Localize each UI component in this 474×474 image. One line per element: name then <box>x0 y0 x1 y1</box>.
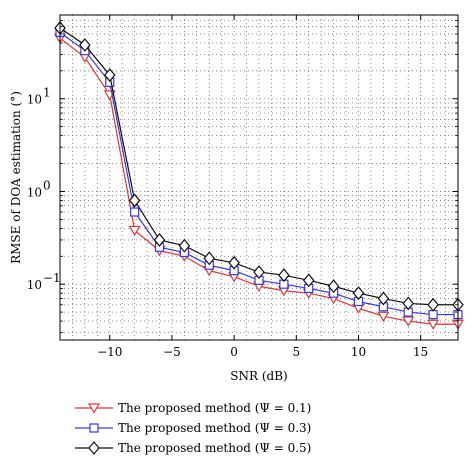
legend-item: The proposed method (Ψ = 0.1) <box>75 401 311 415</box>
data-point <box>278 268 290 283</box>
plot-frame <box>59 14 459 341</box>
data-point <box>377 311 390 323</box>
y-tick-exponent: 1 <box>43 86 51 100</box>
legend-label: The proposed method (Ψ = 0.1) <box>118 401 311 415</box>
data-point <box>253 265 265 280</box>
legend-marker <box>87 403 101 414</box>
y-tick-label: 10 <box>27 185 42 199</box>
x-tick-label: 15 <box>413 345 428 359</box>
data-point <box>402 316 415 327</box>
legend-marker <box>89 423 99 433</box>
x-tick-label: −5 <box>163 345 181 359</box>
data-point <box>228 255 240 270</box>
legend-item: The proposed method (Ψ = 0.5) <box>75 441 311 455</box>
data-point <box>402 296 415 311</box>
data-point <box>377 291 390 306</box>
data-point <box>79 38 91 52</box>
data-point <box>352 286 365 301</box>
x-tick-label: 10 <box>351 345 366 359</box>
legend: The proposed method (Ψ = 0.1) The propose… <box>75 401 311 455</box>
x-tick-label: −10 <box>97 345 122 359</box>
legend-label: The proposed method (Ψ = 0.3) <box>118 421 311 435</box>
legend-item: The proposed method (Ψ = 0.3) <box>75 421 311 435</box>
series-3 <box>54 21 464 312</box>
y-tick-label: 10 <box>27 93 42 107</box>
data-point <box>427 319 440 330</box>
data-point <box>178 238 191 253</box>
data-point <box>128 225 141 237</box>
y-axis-label: RMSE of DOA estimation (°) <box>9 91 23 264</box>
x-tick-label: 0 <box>230 345 238 359</box>
x-tick-label: 5 <box>292 345 300 359</box>
legend-label: The proposed method (Ψ = 0.5) <box>118 441 311 455</box>
legend-marker <box>88 441 100 455</box>
data-point <box>130 207 140 217</box>
data-point <box>428 309 438 320</box>
series-layer <box>53 21 465 330</box>
data-point <box>327 279 340 294</box>
x-axis-label: SNR (dB) <box>230 369 287 383</box>
data-point <box>153 233 166 247</box>
y-tick-exponent: 0 <box>43 178 51 192</box>
data-point <box>427 297 439 312</box>
data-point <box>128 193 141 208</box>
data-point <box>302 273 315 288</box>
data-point <box>103 68 116 83</box>
y-tick-exponent: −1 <box>43 271 61 285</box>
data-point <box>203 251 216 266</box>
y-tick-label: 10 <box>27 278 42 292</box>
